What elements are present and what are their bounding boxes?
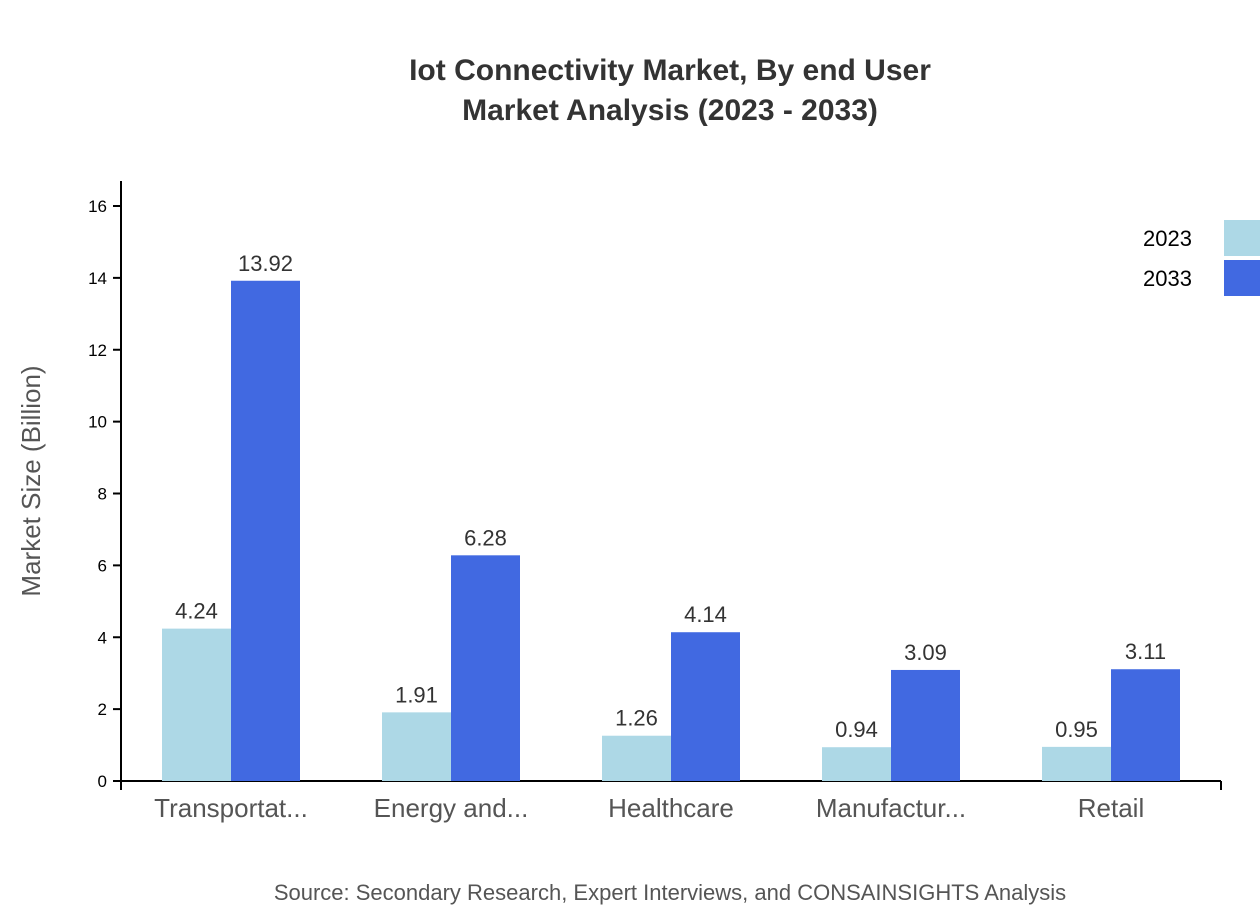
source-note: Source: Secondary Research, Expert Inter… — [274, 880, 1066, 905]
chart-title-line-1: Iot Connectivity Market, By end User — [409, 54, 931, 87]
y-tick-label: 6 — [98, 556, 107, 575]
legend-label: 2033 — [1143, 266, 1192, 291]
data-label: 13.92 — [238, 251, 293, 276]
data-label: 1.91 — [395, 682, 438, 707]
y-tick-label: 4 — [98, 628, 107, 647]
y-tick-label: 0 — [98, 772, 107, 791]
x-tick-label: Energy and... — [374, 793, 529, 823]
data-label: 0.95 — [1055, 717, 1098, 742]
x-tick-label: Transportat... — [154, 793, 308, 823]
y-tick-label: 14 — [88, 269, 107, 288]
y-tick-label: 2 — [98, 700, 107, 719]
bar-2033 — [231, 280, 300, 781]
bar-2033 — [671, 632, 740, 781]
y-tick-label: 16 — [88, 197, 107, 216]
x-tick-label: Retail — [1078, 793, 1144, 823]
data-label: 4.24 — [175, 599, 218, 624]
x-tick-label: Healthcare — [608, 793, 734, 823]
data-label: 0.94 — [835, 717, 878, 742]
data-label: 4.14 — [684, 602, 727, 627]
data-label: 3.09 — [904, 640, 947, 665]
bar-2023 — [382, 712, 451, 781]
data-label: 3.11 — [1125, 639, 1166, 664]
legend-swatch-2033 — [1224, 260, 1260, 296]
legend-swatch-2023 — [1224, 220, 1260, 256]
data-label: 6.28 — [464, 525, 507, 550]
bar-2023 — [822, 747, 891, 781]
chart-title-line-2: Market Analysis (2023 - 2033) — [462, 94, 878, 127]
legend-label: 2023 — [1143, 226, 1192, 251]
bar-2033 — [451, 555, 520, 781]
x-tick-label: Manufactur... — [816, 793, 966, 823]
data-label: 1.26 — [615, 706, 658, 731]
y-tick-label: 12 — [88, 341, 107, 360]
bar-2023 — [1042, 746, 1111, 781]
y-tick-label: 10 — [88, 413, 107, 432]
y-axis-label: Market Size (Billion) — [16, 365, 46, 596]
bar-2023 — [602, 735, 671, 781]
y-tick-label: 8 — [98, 485, 107, 504]
bar-2033 — [1111, 669, 1180, 781]
bar-2033 — [891, 669, 960, 781]
bar-2023 — [162, 628, 231, 781]
